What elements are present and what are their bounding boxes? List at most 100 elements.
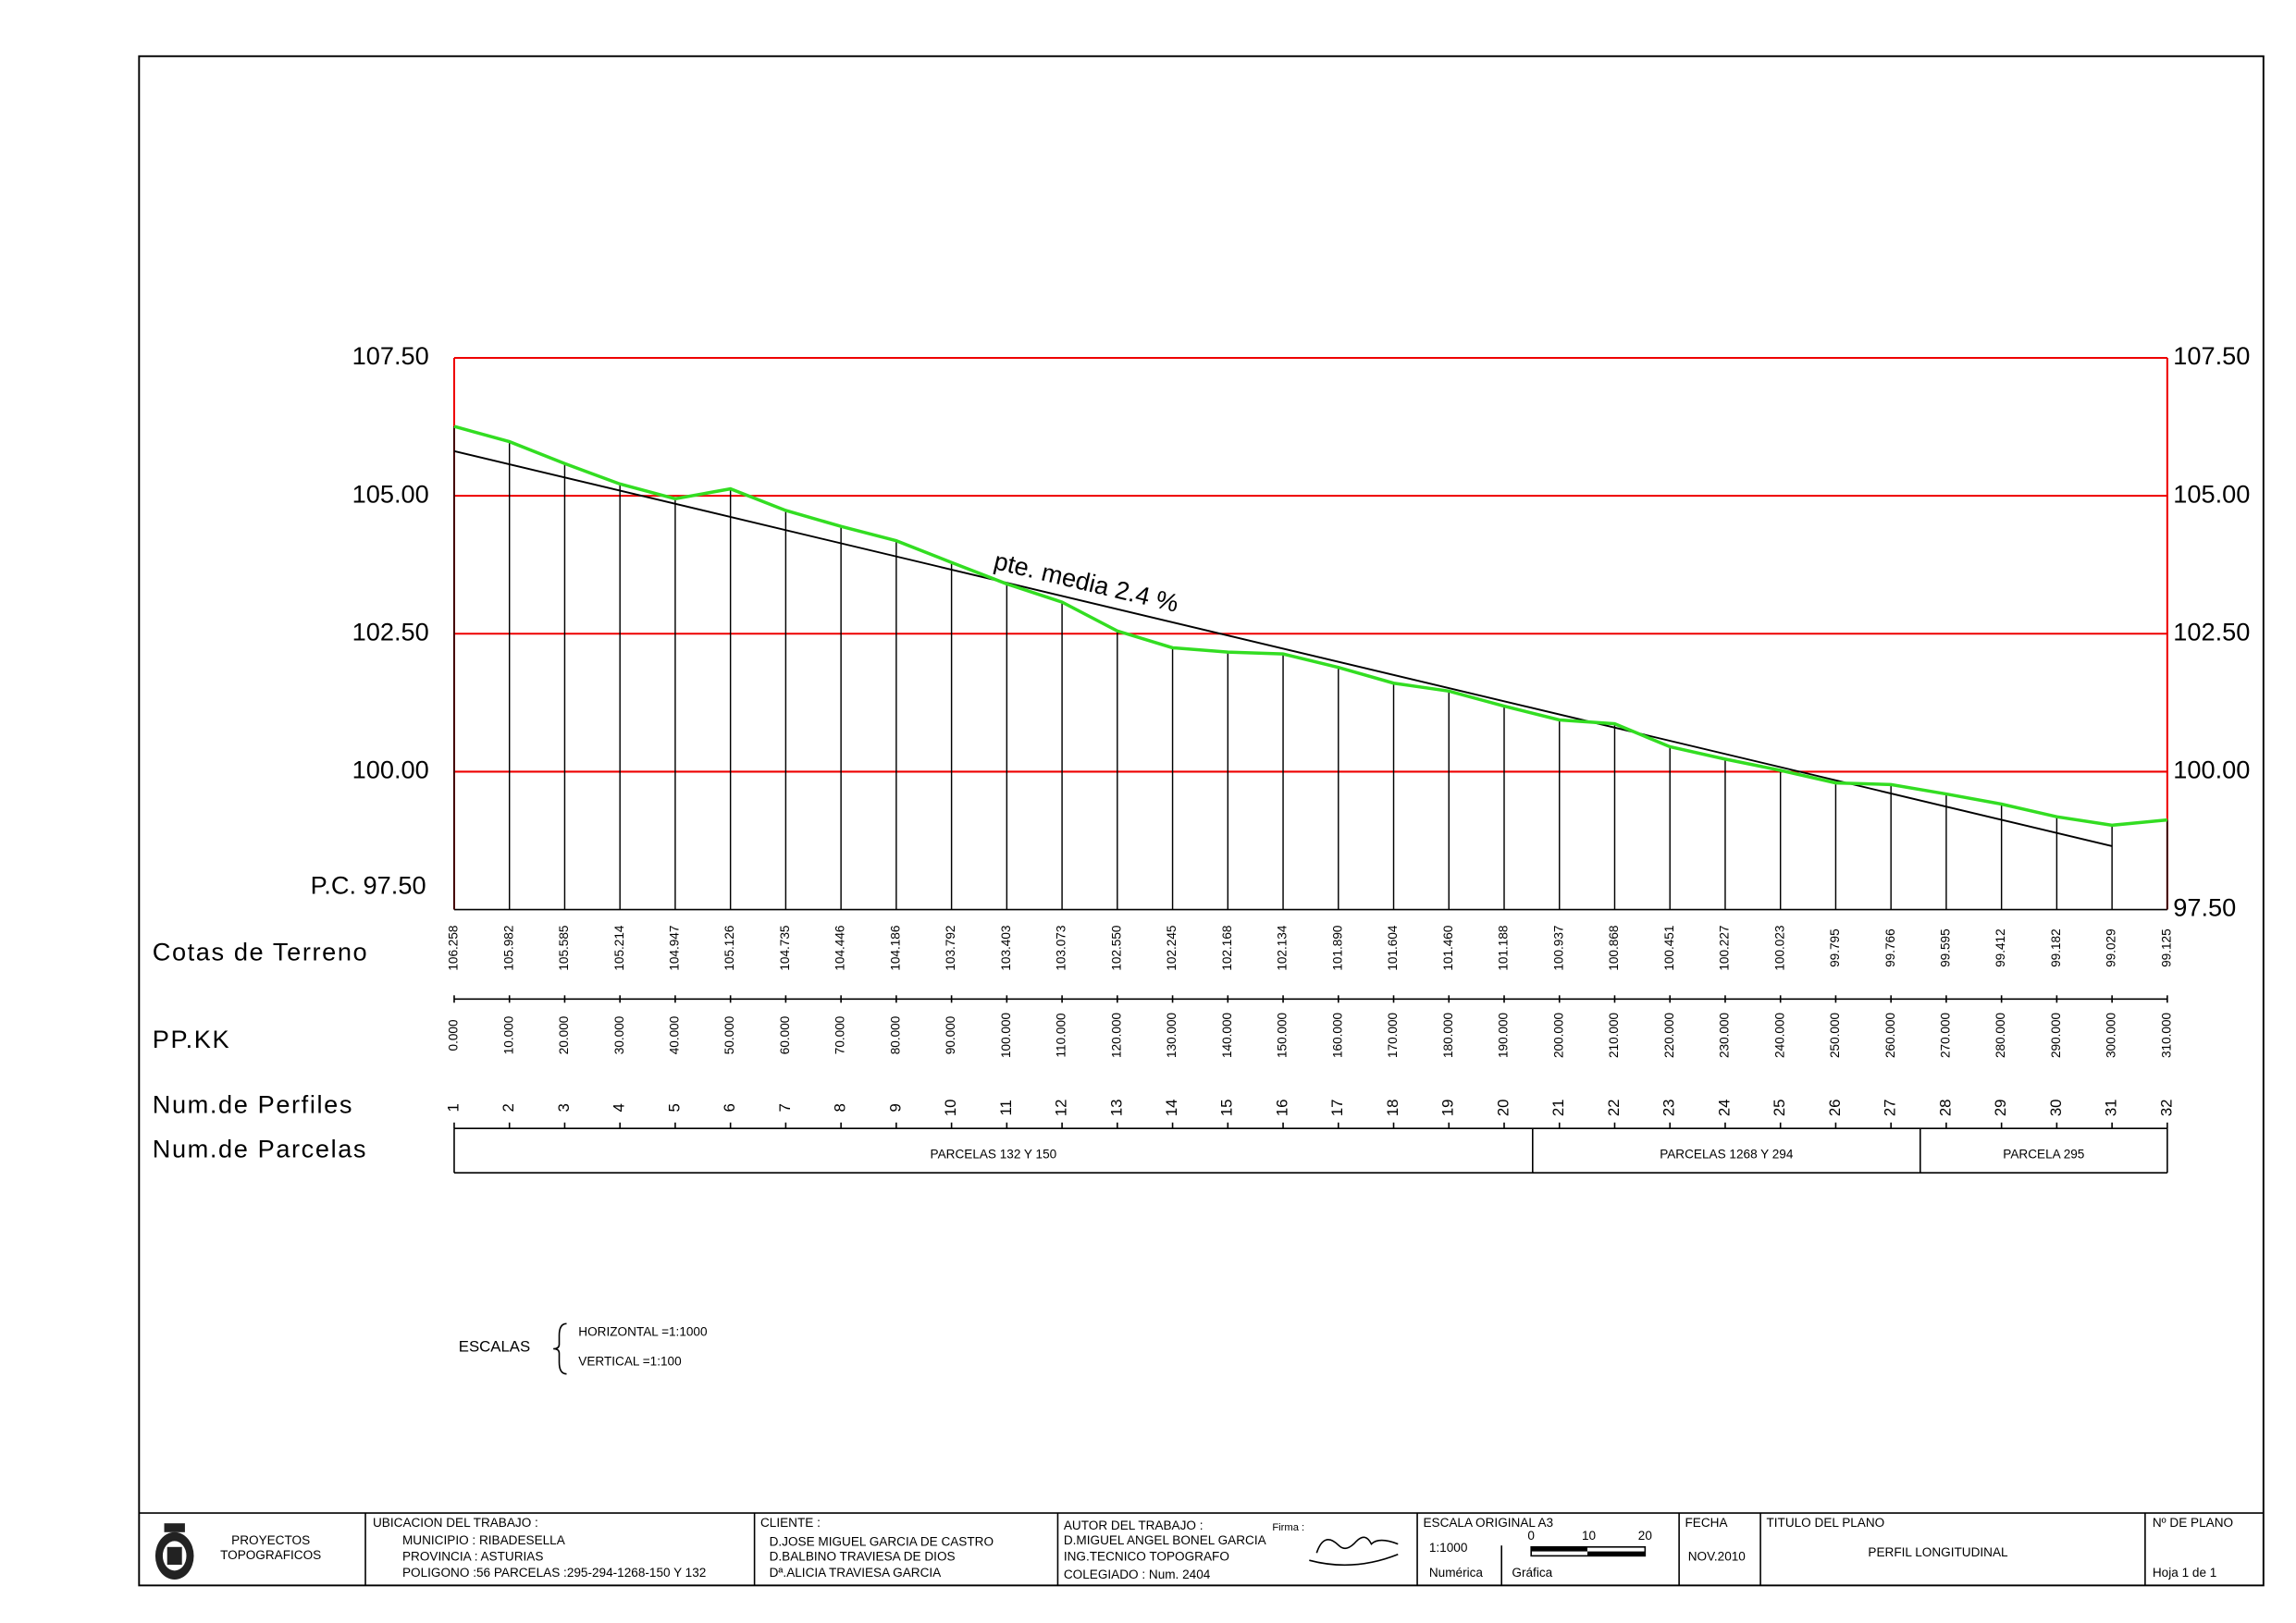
terrain-label: 100.868	[1607, 926, 1621, 971]
y-tick-label: 100.00	[352, 756, 429, 784]
y-tick-label-right: 97.50	[2173, 893, 2236, 922]
scale-numeric: 1:1000	[1429, 1541, 1468, 1555]
row-label: Num.de Perfiles	[153, 1089, 353, 1118]
terrain-label: 101.460	[1441, 925, 1455, 971]
terrain-label: 104.947	[668, 926, 682, 971]
profile-number: 26	[1826, 1099, 1844, 1116]
y-tick-label: 102.50	[352, 617, 429, 646]
author: D.MIGUEL ANGEL BONEL GARCIA	[1064, 1533, 1267, 1547]
profile-number: 12	[1053, 1099, 1070, 1116]
client: Dª.ALICIA TRAVIESA GARCIA	[770, 1566, 943, 1580]
client: D.JOSE MIGUEL GARCIA DE CASTRO	[770, 1535, 994, 1549]
x-tick-label: 240.000	[1772, 1012, 1786, 1058]
x-tick-label: 230.000	[1718, 1012, 1732, 1058]
x-tick-label: 130.000	[1165, 1012, 1179, 1058]
terrain-line	[453, 424, 2168, 828]
terrain-label: 99.125	[2159, 928, 2173, 967]
terrain-label: 102.134	[1276, 925, 1290, 971]
x-tick-label: 120.000	[1109, 1012, 1123, 1058]
author: AUTOR DEL TRABAJO :	[1064, 1518, 1204, 1532]
profile-number: 3	[555, 1103, 573, 1112]
terrain-label: 105.982	[501, 926, 515, 971]
escalas-vertical: VERTICAL =1:100	[578, 1354, 682, 1368]
parcel-label: PARCELAS 132 Y 150	[931, 1148, 1057, 1162]
terrain-label: 105.214	[612, 925, 626, 971]
terrain-label: 102.168	[1220, 926, 1234, 971]
terrain-label: 103.792	[944, 926, 957, 971]
x-tick-label: 10.000	[501, 1015, 515, 1054]
x-tick-label: 280.000	[1994, 1012, 2007, 1058]
x-tick-label: 290.000	[2049, 1012, 2063, 1058]
x-tick-label: 30.000	[612, 1015, 626, 1054]
profile-number: 29	[1992, 1099, 2009, 1116]
y-tick-label-right: 100.00	[2173, 756, 2250, 784]
x-tick-label: 150.000	[1276, 1012, 1290, 1058]
escalas-title: ESCALAS	[459, 1337, 530, 1355]
terrain-label: 99.412	[1994, 928, 2007, 967]
x-tick-label: 60.000	[778, 1015, 792, 1054]
x-tick-label: 90.000	[944, 1015, 957, 1054]
profile-number: 32	[2157, 1099, 2175, 1116]
terrain-label: 100.937	[1551, 926, 1565, 971]
profile-number: 17	[1328, 1099, 1346, 1116]
terrain-label: 104.186	[888, 926, 902, 971]
scale-bar-label: 20	[1638, 1529, 1653, 1543]
company: PROYECTOS	[231, 1533, 310, 1547]
terrain-label: 102.245	[1165, 926, 1179, 971]
signature	[1309, 1536, 1399, 1567]
x-tick-label: 310.000	[2159, 1012, 2173, 1058]
terrain-label: 105.126	[722, 926, 736, 971]
parcel-label: PARCELAS 1268 Y 294	[1660, 1148, 1794, 1162]
profile-number: 5	[665, 1103, 683, 1112]
client: CLIENTE :	[760, 1516, 821, 1530]
plan-title: PERFIL LONGITUDINAL	[1868, 1545, 2008, 1559]
y-tick-label-right: 107.50	[2173, 341, 2250, 370]
date: NOV.2010	[1688, 1550, 1747, 1564]
terrain-label: 99.595	[1939, 928, 1953, 967]
profile-number: 11	[997, 1100, 1015, 1115]
row-label: Num.de Parcelas	[153, 1134, 367, 1162]
profile-number: 21	[1549, 1099, 1567, 1116]
x-tick-label: 140.000	[1220, 1012, 1234, 1058]
x-tick-label: 50.000	[722, 1015, 736, 1054]
profile-number: 23	[1660, 1099, 1678, 1116]
profile-number: 25	[1771, 1099, 1788, 1116]
profile-number: 8	[832, 1103, 849, 1112]
scale-title: ESCALA ORIGINAL A3	[1423, 1516, 1553, 1530]
x-tick-label: 270.000	[1939, 1012, 1953, 1058]
scale-bar-label: 0	[1527, 1529, 1535, 1543]
profile-number: 16	[1273, 1099, 1290, 1116]
row-label: Cotas de Terreno	[153, 938, 369, 966]
terrain-label: 106.258	[447, 926, 461, 971]
location: MUNICIPIO : RIBADESELLA	[402, 1533, 566, 1547]
scale-bar-label: 10	[1582, 1529, 1597, 1543]
logo	[154, 1523, 194, 1580]
trend-line	[453, 449, 2113, 847]
x-tick-label: 20.000	[557, 1015, 571, 1054]
profile-number: 7	[776, 1103, 794, 1112]
parcel-label: PARCELA 295	[2003, 1148, 2084, 1162]
brace	[553, 1322, 567, 1375]
x-tick-label: 80.000	[888, 1015, 902, 1054]
author: ING.TECNICO TOPOGRAFO	[1064, 1550, 1229, 1564]
profile-number: 18	[1384, 1099, 1401, 1116]
terrain-label: 102.550	[1109, 925, 1123, 971]
profile-number: 22	[1605, 1099, 1623, 1116]
x-tick-label: 260.000	[1883, 1012, 1897, 1058]
y-tick-label-right: 105.00	[2173, 479, 2250, 508]
terrain-label: 99.795	[1828, 928, 1842, 967]
profile-number: 20	[1494, 1099, 1512, 1116]
sheet-frame	[138, 55, 2265, 1587]
x-tick-label: 180.000	[1441, 1012, 1455, 1058]
scale-bar	[1586, 1551, 1646, 1556]
terrain-label: 101.890	[1330, 925, 1344, 971]
location: PROVINCIA : ASTURIAS	[402, 1550, 543, 1564]
profile-number: 4	[611, 1103, 628, 1112]
terrain-label: 100.023	[1772, 926, 1786, 971]
author: COLEGIADO : Num. 2404	[1064, 1568, 1211, 1581]
terrain-label: 104.446	[833, 926, 847, 971]
plan-number-label: Nº DE PLANO	[2153, 1516, 2233, 1530]
terrain-label: 99.029	[2105, 928, 2118, 967]
terrain-label: 99.182	[2049, 928, 2063, 967]
